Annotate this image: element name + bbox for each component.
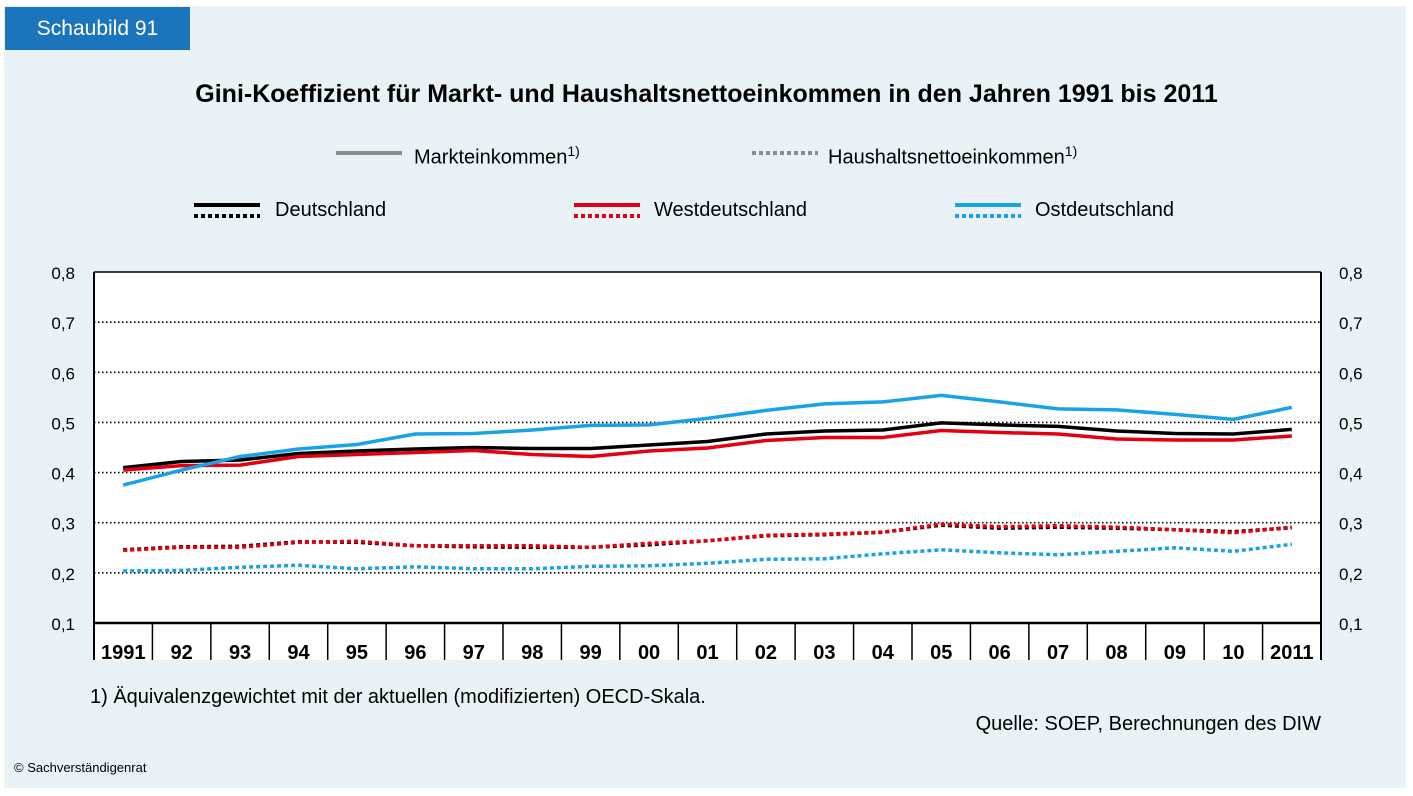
figure-number-badge: Schaubild 91 <box>5 7 190 50</box>
legend-label-westdeutschland: Westdeutschland <box>654 199 808 221</box>
x-tick-label: 09 <box>1164 642 1186 664</box>
series-line-westdeutschland-markteinkommen <box>123 428 1292 472</box>
series-line-ostdeutschland-markteinkommen <box>122 393 1293 487</box>
series-line-ostdeutschland-haushaltsnettoeinkommen <box>123 542 1293 573</box>
y-tick-label-right: 0,1 <box>1339 615 1363 634</box>
footnote: 1) Äquivalenzgewichtet mit der aktuellen… <box>90 686 706 708</box>
x-tick-label: 2011 <box>1270 642 1313 664</box>
x-tick-label: 05 <box>930 642 952 664</box>
y-tick-label-left: 0,7 <box>51 314 75 333</box>
x-tick-label: 01 <box>696 642 718 664</box>
legend-label-markteinkommen: Markteinkommen1) <box>414 143 580 169</box>
y-tick-label-right: 0,8 <box>1339 264 1363 283</box>
legend-label-ostdeutschland: Ostdeutschland <box>1035 199 1174 221</box>
y-tick-label-right: 0,6 <box>1339 364 1363 383</box>
x-tick-label: 98 <box>521 642 543 664</box>
plot-area <box>94 272 1321 660</box>
x-tick-label: 07 <box>1047 642 1069 664</box>
y-tick-label-right: 0,5 <box>1339 414 1363 433</box>
y-tick-label-left: 0,3 <box>51 515 75 534</box>
y-tick-label-right: 0,7 <box>1339 314 1363 333</box>
y-tick-label-left: 0,6 <box>51 364 75 383</box>
x-tick-label: 97 <box>463 642 485 664</box>
x-tick-label: 95 <box>346 642 368 664</box>
chart-title: Gini-Koeffizient für Markt- und Haushalt… <box>195 80 1218 108</box>
x-tick-label: 96 <box>404 642 426 664</box>
y-tick-label-left: 0,4 <box>51 465 75 484</box>
y-tick-label-left: 0,8 <box>51 264 75 283</box>
legend-label-haushaltsnettoeinkommen: Haushaltsnettoeinkommen1) <box>828 143 1078 169</box>
x-tick-label: 02 <box>755 642 777 664</box>
x-tick-label: 94 <box>287 642 310 664</box>
x-tick-label: 92 <box>171 642 193 664</box>
y-tick-label-left: 0,5 <box>51 414 75 433</box>
x-tick-label: 08 <box>1105 642 1127 664</box>
y-tick-label-left: 0,2 <box>51 565 75 584</box>
copyright-note: © Sachverständigenrat <box>14 760 147 775</box>
x-tick-label: 06 <box>989 642 1011 664</box>
x-tick-label: 99 <box>580 642 602 664</box>
x-tick-label: 04 <box>872 642 895 664</box>
y-tick-label-right: 0,4 <box>1339 465 1363 484</box>
y-tick-label-left: 0,1 <box>51 615 75 634</box>
x-tick-label: 03 <box>813 642 835 664</box>
legend-swatches <box>194 151 1021 218</box>
x-tick-label: 1991 <box>101 642 146 664</box>
series-line-westdeutschland-haushaltsnettoeinkommen <box>123 522 1292 553</box>
series-line-deutschland-markteinkommen <box>123 421 1292 470</box>
y-tick-label-right: 0,2 <box>1339 565 1363 584</box>
legend-label-deutschland: Deutschland <box>275 199 387 221</box>
source-note: Quelle: SOEP, Berechnungen des DIW <box>975 713 1321 735</box>
y-tick-label-right: 0,3 <box>1339 515 1363 534</box>
x-tick-label: 10 <box>1222 642 1244 664</box>
x-tick-label: 00 <box>638 642 660 664</box>
x-tick-label: 93 <box>229 642 251 664</box>
